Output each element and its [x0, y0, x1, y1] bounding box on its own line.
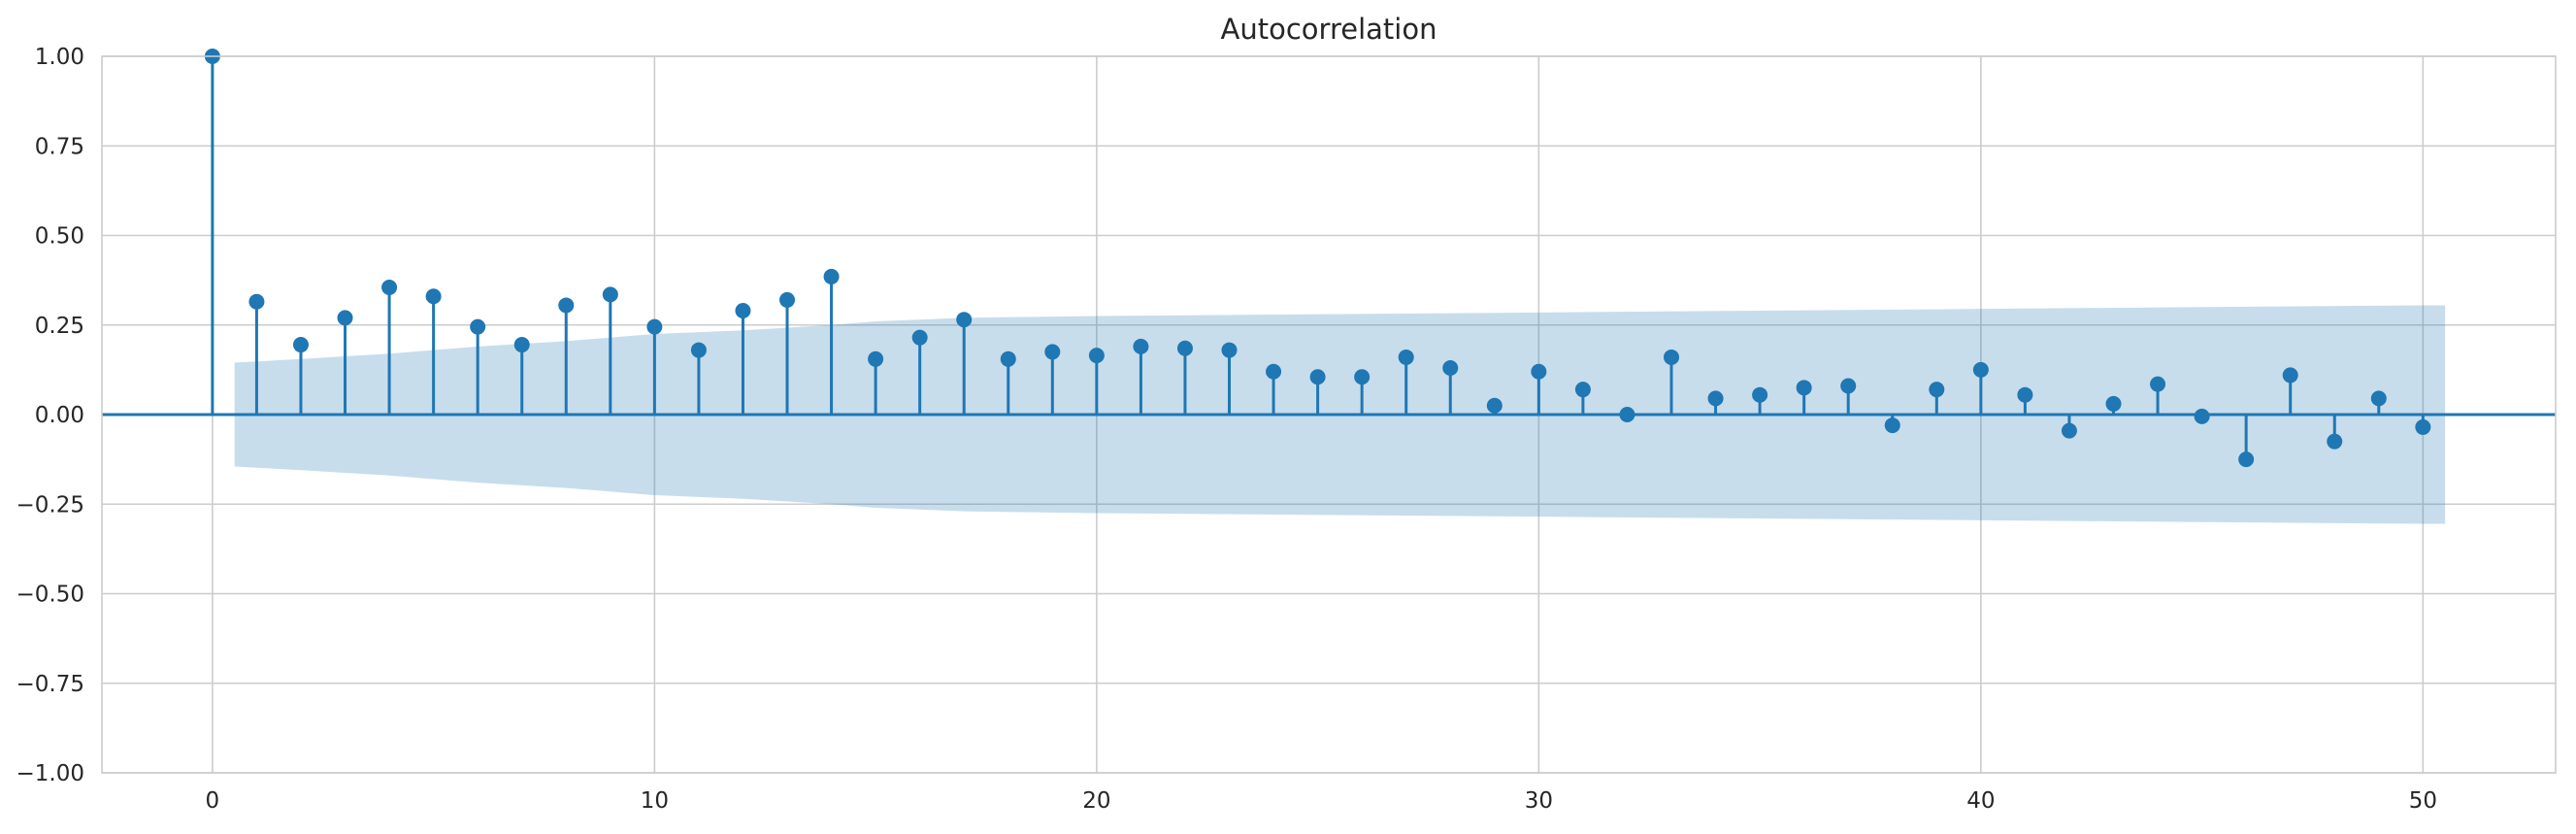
stem-marker	[1929, 382, 1945, 398]
x-tick-label: 0	[206, 788, 220, 814]
y-tick-label: 0.00	[35, 403, 84, 428]
stem-marker	[1354, 369, 1371, 385]
stem-marker	[690, 342, 707, 358]
plot-frame	[101, 55, 2557, 774]
y-tick-label: −0.50	[17, 583, 84, 608]
y-tick-label: −0.25	[17, 492, 84, 517]
stem-marker	[1972, 361, 1989, 378]
stem-marker	[2194, 408, 2210, 424]
x-tick-labels: 0 10 20 30 40 50	[206, 788, 2437, 814]
stems-layer	[204, 49, 2431, 468]
y-tick-label: −0.75	[17, 672, 84, 697]
stem-marker	[2150, 376, 2166, 392]
stem-marker	[602, 286, 618, 303]
stem-marker	[337, 310, 353, 326]
stem-marker	[911, 329, 928, 346]
stem-marker	[1574, 382, 1591, 398]
stem-marker	[735, 302, 751, 318]
stem-marker	[1176, 340, 1193, 356]
chart-title: Autocorrelation	[1221, 13, 1437, 46]
stem-marker	[956, 312, 973, 328]
x-tick-label: 10	[641, 788, 669, 814]
y-tick-label: 0.50	[35, 224, 84, 250]
stem-marker	[381, 280, 398, 296]
stem-marker	[292, 337, 309, 353]
stem-marker	[1221, 342, 1238, 358]
y-tick-label: 0.75	[35, 134, 84, 159]
stem-marker	[1707, 390, 1724, 407]
stem-marker	[2370, 390, 2387, 407]
stem-marker	[1442, 360, 1459, 377]
stem-marker	[1531, 363, 1547, 380]
stem-marker	[2327, 433, 2343, 450]
stem-marker	[1619, 407, 1635, 422]
stem-marker	[1309, 369, 1326, 385]
stem-marker	[2105, 395, 2122, 412]
x-tick-label: 20	[1082, 788, 1110, 814]
stem-marker	[2017, 386, 2033, 403]
y-tick-label: 0.25	[35, 314, 84, 339]
stem-marker	[1884, 417, 1900, 434]
stem-marker	[868, 350, 884, 367]
stem-marker	[513, 337, 530, 353]
stem-marker	[1000, 350, 1016, 367]
stem-marker	[1133, 338, 1149, 354]
stem-marker	[470, 318, 486, 335]
stem-marker	[1266, 363, 1282, 380]
stem-marker	[1840, 378, 1857, 394]
stem-marker	[558, 297, 575, 314]
y-tick-label: −1.00	[17, 761, 84, 786]
stem-marker	[2415, 418, 2431, 435]
stem-marker	[646, 318, 663, 335]
stem-marker	[425, 288, 442, 305]
stem-marker	[248, 293, 265, 310]
stem-marker	[1044, 344, 1061, 360]
stem-marker	[1752, 386, 1768, 403]
stem-marker	[779, 291, 796, 308]
stem-marker	[2238, 451, 2255, 468]
stem-marker	[2061, 422, 2077, 439]
stem-marker	[1486, 397, 1503, 414]
stem-marker	[1664, 349, 1680, 365]
y-tick-label: 1.00	[35, 45, 84, 70]
stem-marker	[1796, 380, 1812, 396]
stem-marker	[1398, 349, 1414, 365]
y-tick-labels: −1.00 −0.75 −0.50 −0.25 0.00 0.25 0.50 0.75 1.00	[17, 45, 84, 786]
stem-marker	[1088, 348, 1105, 364]
stem-marker	[823, 268, 840, 284]
x-tick-label: 50	[2409, 788, 2437, 814]
stem-marker	[2282, 367, 2298, 384]
x-tick-label: 40	[1966, 788, 1995, 814]
x-tick-label: 30	[1525, 788, 1553, 814]
